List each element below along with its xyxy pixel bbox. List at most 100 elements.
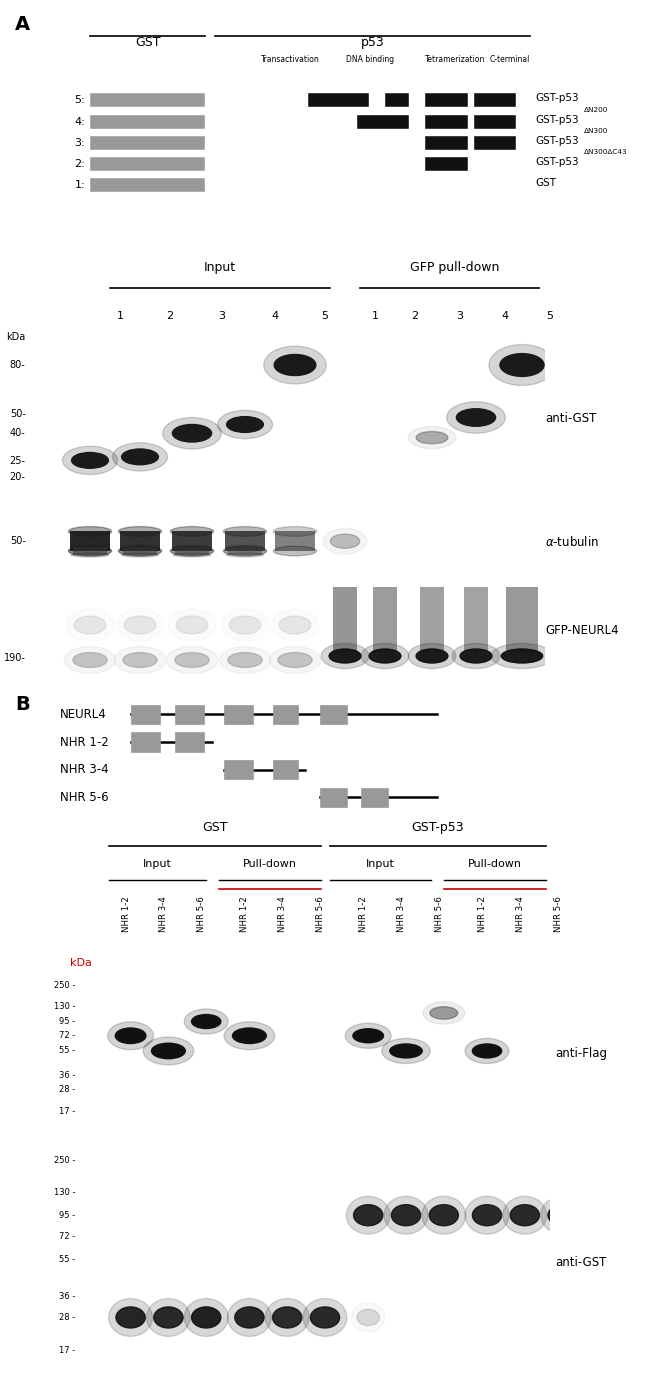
Bar: [425, 135, 468, 150]
Bar: [425, 92, 468, 108]
Bar: [131, 732, 161, 752]
Text: 190-: 190-: [4, 654, 25, 663]
Ellipse shape: [465, 1038, 509, 1063]
Text: 55 -: 55 -: [59, 1255, 75, 1265]
Ellipse shape: [166, 647, 218, 673]
Text: GST-p53: GST-p53: [535, 157, 578, 167]
Bar: [226, 531, 265, 552]
Ellipse shape: [146, 1299, 190, 1336]
Text: 50-: 50-: [10, 410, 25, 419]
Text: NHR 3-4: NHR 3-4: [397, 896, 406, 932]
Ellipse shape: [112, 443, 168, 472]
Ellipse shape: [229, 616, 261, 634]
Ellipse shape: [473, 1205, 502, 1226]
Text: 5: 5: [322, 312, 328, 321]
Text: Transactivation: Transactivation: [261, 55, 319, 63]
Text: 36 -: 36 -: [59, 1071, 75, 1080]
Ellipse shape: [265, 1299, 309, 1336]
Ellipse shape: [173, 553, 211, 557]
Ellipse shape: [274, 527, 317, 536]
Text: NHR 5-6: NHR 5-6: [197, 896, 206, 932]
Text: Pull-down: Pull-down: [243, 859, 297, 869]
Ellipse shape: [489, 345, 555, 386]
Text: A: A: [15, 15, 30, 34]
Ellipse shape: [108, 1022, 153, 1049]
Bar: [385, 92, 410, 108]
Ellipse shape: [430, 1007, 458, 1019]
Ellipse shape: [361, 644, 409, 669]
Text: GST: GST: [135, 36, 161, 48]
Ellipse shape: [175, 652, 209, 667]
Ellipse shape: [416, 650, 448, 663]
Text: GST: GST: [535, 178, 556, 188]
Text: NHR 5-6: NHR 5-6: [435, 896, 444, 932]
Text: 95 -: 95 -: [59, 1016, 75, 1026]
Text: 2: 2: [166, 312, 174, 321]
Bar: [307, 92, 369, 108]
Text: GST-p53: GST-p53: [411, 822, 464, 834]
Text: 17 -: 17 -: [59, 1346, 75, 1356]
Ellipse shape: [357, 1309, 380, 1325]
Text: ΔN200: ΔN200: [584, 108, 608, 113]
Ellipse shape: [224, 527, 266, 536]
Text: NHR 5-6: NHR 5-6: [554, 896, 563, 932]
Text: ΔN300ΔC43: ΔN300ΔC43: [584, 149, 627, 156]
Bar: [73, 547, 107, 554]
Ellipse shape: [73, 652, 107, 667]
Ellipse shape: [121, 553, 159, 557]
Text: B: B: [15, 695, 30, 714]
Ellipse shape: [226, 545, 264, 549]
Bar: [175, 732, 205, 752]
Bar: [420, 587, 444, 652]
Bar: [175, 705, 205, 724]
Text: kDa: kDa: [70, 958, 92, 968]
Text: 250 -: 250 -: [54, 980, 75, 990]
Text: 72 -: 72 -: [59, 1031, 75, 1040]
Ellipse shape: [122, 450, 159, 465]
Text: DNA binding: DNA binding: [346, 55, 394, 63]
Text: NHR 3-4: NHR 3-4: [60, 763, 109, 776]
Text: 2: 2: [411, 312, 419, 321]
Ellipse shape: [447, 401, 506, 433]
Text: 2:: 2:: [74, 159, 85, 170]
Text: NHR 3-4: NHR 3-4: [159, 896, 168, 932]
Text: C-terminal: C-terminal: [490, 55, 530, 63]
Ellipse shape: [124, 616, 156, 634]
Ellipse shape: [353, 1029, 384, 1043]
Ellipse shape: [391, 1205, 421, 1226]
Text: NHR 1-2: NHR 1-2: [240, 896, 250, 932]
Ellipse shape: [465, 1196, 509, 1234]
Bar: [90, 178, 205, 192]
Bar: [224, 760, 254, 779]
Text: GST-p53: GST-p53: [535, 137, 578, 146]
Text: NHR 1-2: NHR 1-2: [60, 735, 109, 749]
Ellipse shape: [184, 1009, 228, 1034]
Ellipse shape: [460, 650, 492, 663]
Bar: [70, 531, 110, 552]
Text: NEURL4: NEURL4: [60, 707, 107, 721]
Bar: [123, 547, 157, 554]
Text: 50-: 50-: [10, 536, 25, 546]
Bar: [224, 705, 254, 724]
Bar: [131, 705, 161, 724]
Ellipse shape: [422, 1196, 466, 1234]
Text: 130 -: 130 -: [54, 1003, 75, 1011]
Text: 80-: 80-: [10, 360, 25, 370]
Ellipse shape: [235, 1307, 264, 1328]
Bar: [357, 114, 410, 130]
Ellipse shape: [154, 1307, 183, 1328]
Ellipse shape: [408, 644, 456, 669]
Ellipse shape: [170, 527, 214, 536]
Text: 40-: 40-: [10, 429, 25, 439]
Bar: [474, 114, 516, 130]
Ellipse shape: [346, 1196, 390, 1234]
Text: 5: 5: [547, 312, 554, 321]
Text: $\alpha$-tubulin: $\alpha$-tubulin: [545, 535, 599, 549]
Ellipse shape: [184, 1299, 228, 1336]
Ellipse shape: [382, 1038, 430, 1063]
Text: 3: 3: [456, 312, 463, 321]
Ellipse shape: [429, 1205, 458, 1226]
Bar: [425, 114, 468, 130]
Ellipse shape: [64, 647, 116, 673]
Ellipse shape: [219, 647, 271, 673]
